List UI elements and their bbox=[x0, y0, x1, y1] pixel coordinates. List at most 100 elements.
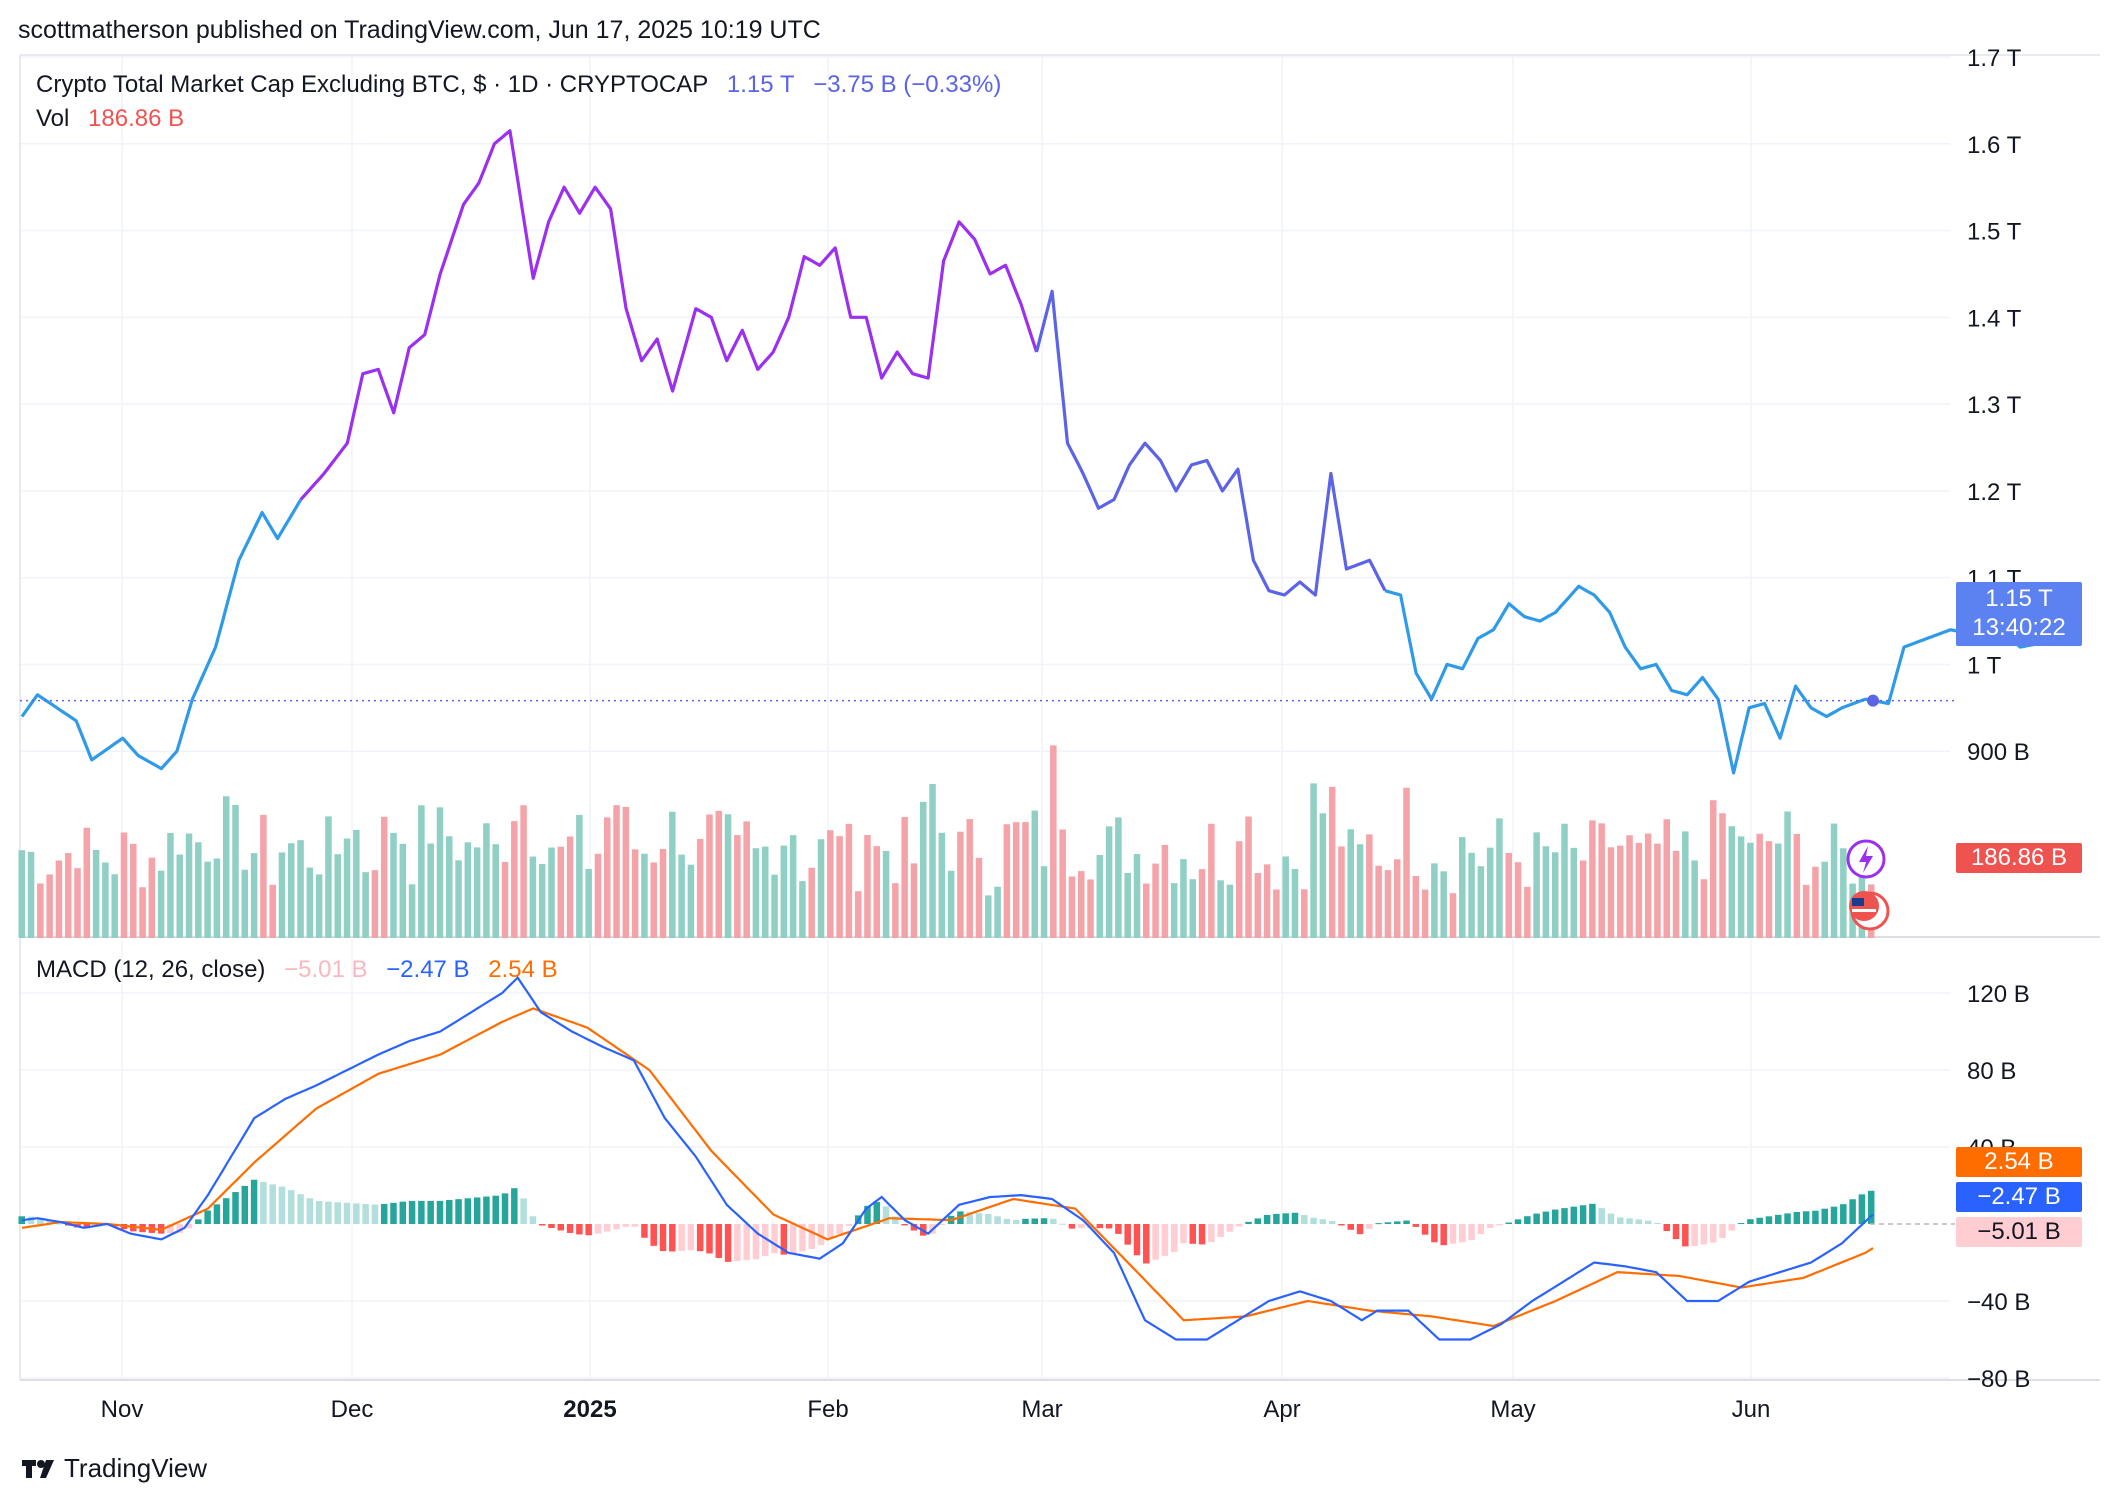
histogram-bar bbox=[1031, 1218, 1039, 1224]
histogram-bar bbox=[1403, 1220, 1410, 1224]
histogram-bar bbox=[548, 1224, 555, 1228]
volume-bar bbox=[1254, 873, 1262, 938]
volume-bar bbox=[706, 814, 713, 938]
histogram-bar bbox=[1050, 1218, 1057, 1224]
volume-bar bbox=[1691, 860, 1698, 938]
time-axis-label: 2025 bbox=[563, 1396, 616, 1423]
time-axis-label: Dec bbox=[331, 1396, 374, 1423]
volume-bar bbox=[1319, 813, 1327, 938]
histogram-bar bbox=[1765, 1216, 1773, 1224]
volume-bar bbox=[631, 849, 639, 938]
histogram-bar bbox=[687, 1224, 695, 1251]
histogram-bar bbox=[1059, 1223, 1066, 1225]
histogram-bar bbox=[1208, 1224, 1215, 1243]
price-axis-label: 1.4 T bbox=[1967, 305, 2022, 332]
histogram-bar bbox=[734, 1224, 741, 1262]
volume-bar bbox=[185, 833, 193, 938]
volume-bar bbox=[1338, 846, 1345, 938]
histogram-bar bbox=[455, 1199, 462, 1224]
volume-bar bbox=[483, 823, 490, 938]
volume-bar bbox=[901, 816, 908, 938]
volume-bar bbox=[446, 836, 453, 938]
histogram-bar bbox=[1226, 1224, 1234, 1232]
histogram-bar bbox=[483, 1196, 490, 1224]
volume-bar bbox=[882, 850, 890, 938]
volume-bar bbox=[1180, 859, 1187, 938]
volume-bar bbox=[1784, 811, 1791, 938]
histogram-bar bbox=[864, 1205, 871, 1224]
macd-axis-label: 80 B bbox=[1967, 1058, 2016, 1085]
histogram-bar bbox=[380, 1203, 388, 1224]
histogram-bar bbox=[1003, 1218, 1011, 1224]
volume-bar bbox=[604, 817, 611, 938]
volume-bar bbox=[1393, 859, 1401, 938]
volume-bar bbox=[873, 846, 881, 938]
tradingview-brand[interactable]: TradingView bbox=[22, 1453, 207, 1484]
time-axis-label: Jun bbox=[1732, 1396, 1771, 1423]
volume-bar bbox=[1700, 879, 1708, 938]
volume-bar bbox=[27, 851, 35, 938]
price-axis-label: 1.3 T bbox=[1967, 392, 2022, 419]
histogram-bar bbox=[1737, 1223, 1745, 1225]
volume-bar bbox=[167, 832, 174, 938]
volume-bar bbox=[1124, 872, 1131, 938]
histogram-bar bbox=[631, 1224, 639, 1227]
volume-bar bbox=[269, 884, 276, 938]
macd-value: −2.47 B bbox=[386, 956, 470, 983]
volume-bar bbox=[1356, 844, 1364, 938]
volume-bar bbox=[836, 836, 843, 938]
histogram-bar bbox=[260, 1182, 267, 1224]
macd-histogram bbox=[18, 1179, 1875, 1264]
histogram-bar bbox=[659, 1224, 667, 1252]
histogram-bar bbox=[1589, 1203, 1596, 1224]
histogram-bar bbox=[1077, 1224, 1085, 1229]
histogram-bar bbox=[55, 1223, 63, 1225]
histogram-bar bbox=[408, 1200, 416, 1224]
histogram-bar bbox=[1858, 1194, 1866, 1224]
volume-bar bbox=[1273, 889, 1280, 938]
histogram-bar bbox=[353, 1203, 360, 1224]
histogram-bar bbox=[1338, 1224, 1345, 1226]
volume-bar bbox=[1328, 786, 1336, 938]
macd-tag: −2.47 B bbox=[1956, 1182, 2082, 1212]
histogram-bar bbox=[1644, 1220, 1652, 1224]
volume-bar bbox=[520, 805, 527, 938]
volume-bar bbox=[1235, 841, 1243, 938]
histogram-bar bbox=[464, 1198, 472, 1224]
volume-bar bbox=[1440, 871, 1447, 938]
histogram-bar bbox=[390, 1202, 397, 1224]
volume-bar bbox=[1542, 846, 1550, 938]
histogram-bar bbox=[1124, 1224, 1131, 1245]
histogram-bar bbox=[1133, 1224, 1141, 1256]
histogram-bar bbox=[1700, 1224, 1708, 1245]
histogram-bar bbox=[1161, 1224, 1169, 1256]
volume-bar bbox=[1644, 833, 1652, 938]
price-line-low bbox=[1384, 584, 2053, 775]
volume-bar bbox=[1654, 843, 1661, 938]
histogram-bar bbox=[1477, 1224, 1485, 1235]
volume-bar bbox=[232, 804, 239, 938]
histogram-bar bbox=[1728, 1224, 1736, 1231]
volume-bar bbox=[427, 843, 434, 938]
volume-bar bbox=[715, 810, 723, 938]
volume-bar bbox=[55, 860, 63, 938]
us-flag-canton-icon bbox=[1852, 898, 1864, 906]
histogram-bar bbox=[1551, 1209, 1559, 1224]
histogram-bar bbox=[520, 1198, 527, 1224]
histogram-bar bbox=[278, 1186, 286, 1224]
time-axis-label: Mar bbox=[1021, 1396, 1062, 1423]
volume-bar bbox=[613, 805, 620, 938]
histogram-bar bbox=[669, 1224, 676, 1252]
volume-bar bbox=[1579, 860, 1587, 938]
histogram-bar bbox=[594, 1224, 602, 1234]
volume-bar bbox=[204, 861, 211, 938]
histogram-bar bbox=[1468, 1224, 1475, 1241]
volume-bar bbox=[18, 850, 25, 938]
histogram-bar bbox=[297, 1194, 304, 1224]
histogram-bar bbox=[1366, 1224, 1373, 1229]
volume-bar bbox=[538, 864, 546, 938]
volume-bar bbox=[1301, 889, 1308, 938]
histogram-bar bbox=[306, 1198, 314, 1224]
histogram-bar bbox=[418, 1200, 425, 1224]
histogram-bar bbox=[808, 1224, 815, 1249]
